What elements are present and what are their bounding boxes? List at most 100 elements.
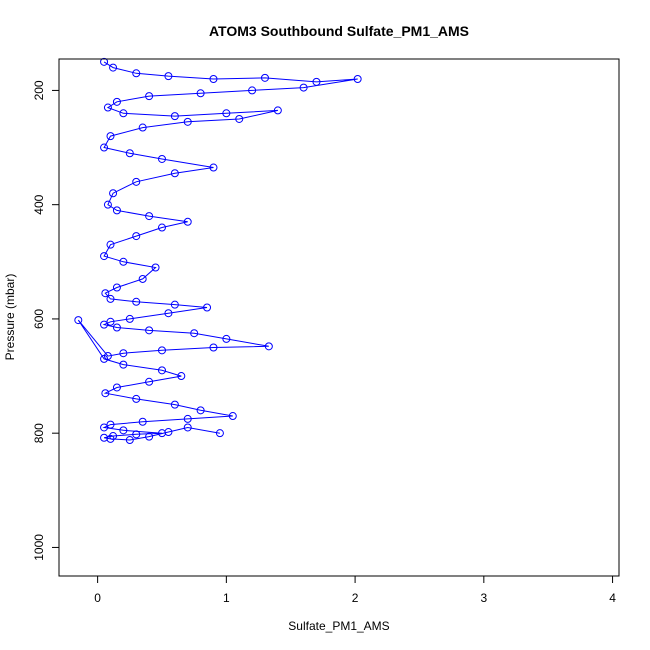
data-point xyxy=(190,329,199,338)
data-point xyxy=(106,132,115,141)
data-point xyxy=(125,149,134,158)
y-axis: 200 400 600 800 1000 xyxy=(32,80,59,561)
data-point xyxy=(132,69,141,78)
x-axis: 0 1 2 3 4 xyxy=(94,576,616,605)
data-point xyxy=(100,252,109,261)
data-point xyxy=(196,406,205,415)
data-point xyxy=(138,417,147,426)
data-point xyxy=(74,316,83,325)
data-point xyxy=(106,240,115,249)
data-point xyxy=(157,346,166,355)
data-point xyxy=(132,430,141,439)
data-point xyxy=(125,436,134,445)
data-point xyxy=(109,189,118,198)
data-point xyxy=(101,289,110,298)
data-point xyxy=(125,314,134,323)
y-tick-label: 600 xyxy=(32,309,46,329)
data-point xyxy=(157,154,166,163)
data-point xyxy=(183,117,192,126)
data-point xyxy=(209,74,218,83)
data-point xyxy=(170,169,179,178)
data-point xyxy=(209,163,218,172)
data-point xyxy=(145,92,154,101)
data-point xyxy=(112,323,121,332)
data-point xyxy=(119,349,128,358)
data-point xyxy=(353,74,362,83)
data-point xyxy=(170,300,179,309)
data-point xyxy=(100,320,109,329)
plot-frame xyxy=(58,58,620,577)
data-point xyxy=(132,232,141,241)
data-point xyxy=(183,217,192,226)
data-point xyxy=(222,109,231,118)
data-point xyxy=(164,309,173,318)
data-point xyxy=(312,77,321,86)
data-point xyxy=(170,400,179,409)
data-point xyxy=(196,89,205,98)
data-point xyxy=(215,429,224,438)
data-point xyxy=(119,360,128,369)
y-tick-label: 800 xyxy=(32,423,46,443)
data-point xyxy=(106,420,115,429)
data-point xyxy=(112,383,121,392)
y-axis-label: Pressure (mbar) xyxy=(3,274,17,361)
x-axis-label: Sulfate_PM1_AMS xyxy=(288,619,389,633)
data-point xyxy=(183,414,192,423)
data-point xyxy=(138,123,147,132)
data-point xyxy=(106,294,115,303)
y-tick-label: 1000 xyxy=(32,534,46,561)
data-point xyxy=(132,394,141,403)
data-point xyxy=(106,317,115,326)
data-point xyxy=(145,377,154,386)
data-point xyxy=(157,366,166,375)
data-point xyxy=(100,57,109,66)
y-tick-label: 400 xyxy=(32,194,46,214)
data-point xyxy=(138,274,147,283)
data-point xyxy=(109,432,118,441)
x-tick-label: 3 xyxy=(480,591,487,605)
data-point xyxy=(132,177,141,186)
data-point xyxy=(109,63,118,72)
data-point xyxy=(100,143,109,152)
data-points xyxy=(74,57,362,445)
data-point xyxy=(100,354,109,363)
data-point xyxy=(119,426,128,435)
x-tick-label: 0 xyxy=(94,591,101,605)
data-point xyxy=(103,200,112,209)
x-tick-label: 2 xyxy=(352,591,359,605)
data-point xyxy=(145,326,154,335)
y-tick-label: 200 xyxy=(32,80,46,100)
data-point xyxy=(103,103,112,112)
data-point xyxy=(164,428,173,437)
data-point xyxy=(119,257,128,266)
x-tick-label: 4 xyxy=(609,591,616,605)
data-point xyxy=(183,423,192,432)
data-point xyxy=(112,206,121,215)
data-point xyxy=(209,343,218,352)
data-point xyxy=(145,212,154,221)
data-point xyxy=(228,412,237,421)
data-point xyxy=(170,112,179,121)
data-point xyxy=(164,72,173,81)
data-point xyxy=(106,434,115,443)
chart-title: ATOM3 Southbound Sulfate_PM1_AMS xyxy=(209,23,469,39)
data-point xyxy=(299,83,308,92)
data-point xyxy=(132,297,141,306)
data-point xyxy=(273,106,282,115)
data-point xyxy=(101,389,110,398)
data-point xyxy=(119,109,128,118)
series-line xyxy=(77,61,358,441)
data-point xyxy=(248,86,257,95)
x-tick-label: 1 xyxy=(223,591,230,605)
data-point xyxy=(260,73,269,82)
data-point xyxy=(151,263,160,272)
data-point xyxy=(112,283,121,292)
data-point xyxy=(145,432,154,441)
data-point xyxy=(203,303,212,312)
data-point xyxy=(235,114,244,123)
data-point xyxy=(112,97,121,106)
data-point xyxy=(222,334,231,343)
data-point xyxy=(100,423,109,432)
data-point xyxy=(177,372,186,381)
